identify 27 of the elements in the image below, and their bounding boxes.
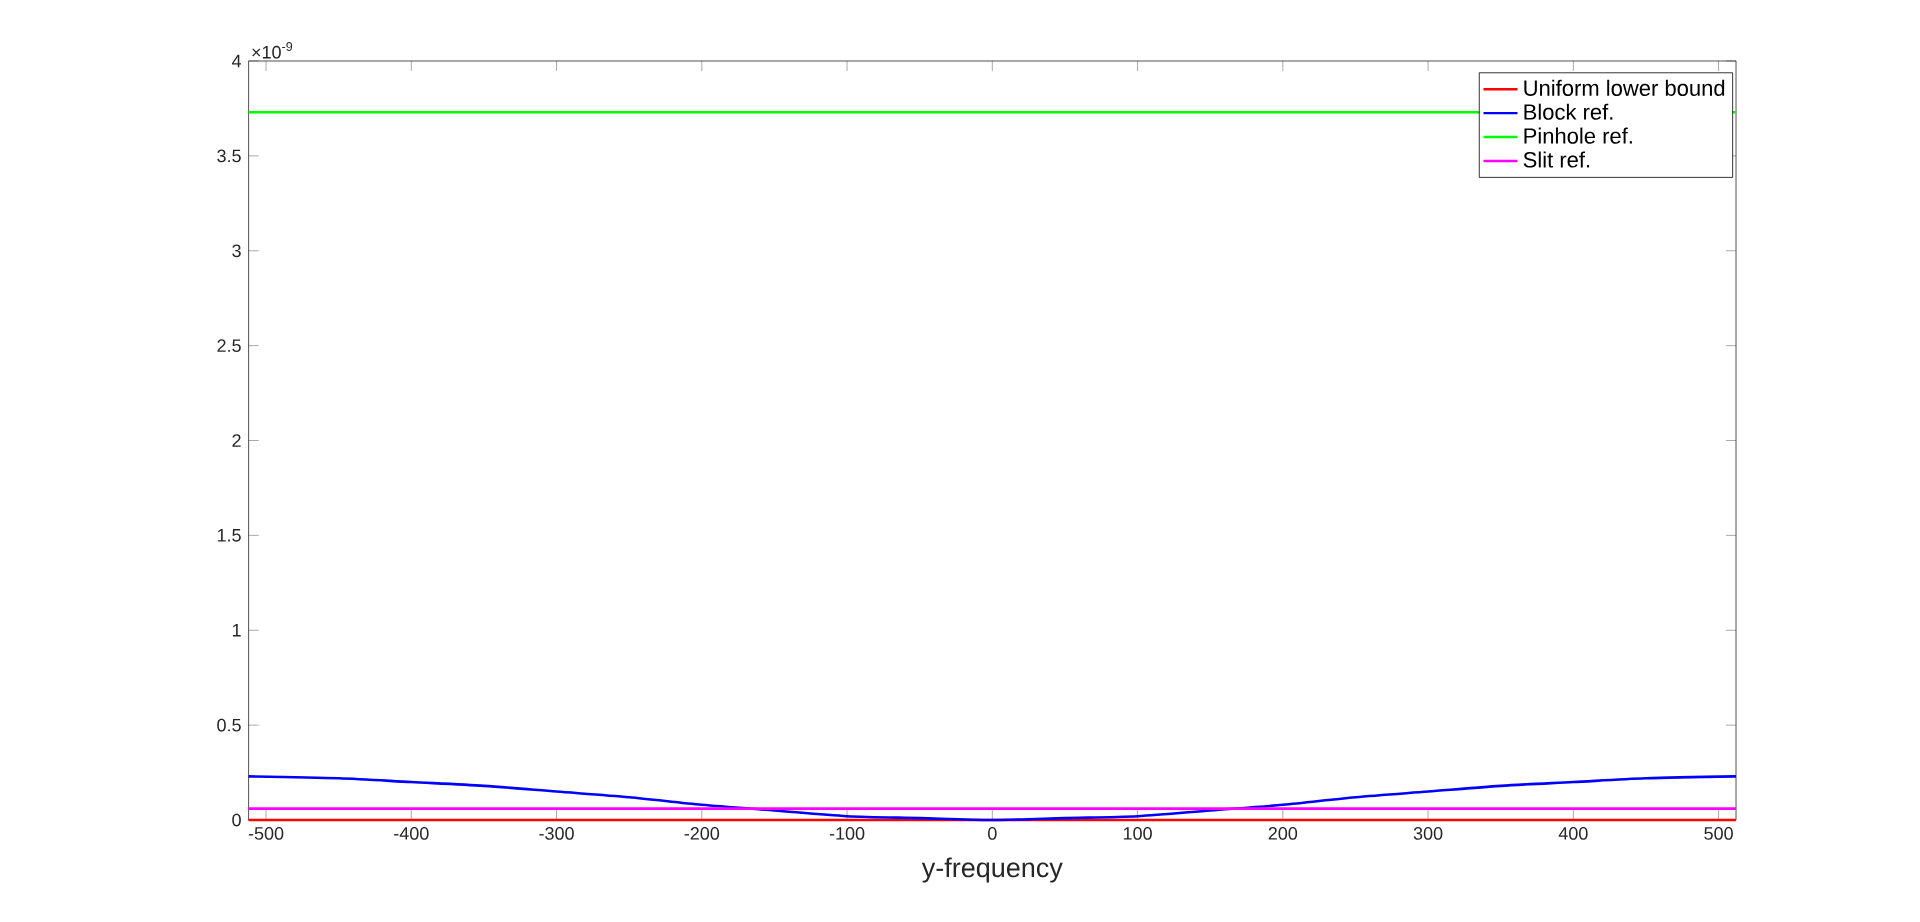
x-tick-label: -300 [539, 827, 574, 840]
y-tick-label: 1 [232, 624, 241, 637]
x-tick-label: -400 [394, 827, 429, 840]
legend-label: Pinhole ref. [1524, 127, 1632, 144]
x-tick-label: 200 [1268, 827, 1298, 840]
legend-label: Block ref. [1524, 103, 1613, 120]
x-tick-label: 100 [1123, 827, 1152, 840]
x-tick-label: 300 [1413, 827, 1443, 840]
legend-label: Slit ref. [1523, 151, 1590, 168]
x-tick-label: -100 [829, 827, 865, 840]
line-series [247, 775, 1738, 822]
y-tick-label: 0 [232, 813, 241, 827]
text: ×10$^{-9}$ [252, 42, 293, 59]
y-tick-label: 0.5 [217, 718, 241, 732]
x-tick-label: 0 [988, 827, 997, 840]
x-axis-title: y-frequency [921, 857, 1063, 883]
y-tick-label: 2 [232, 434, 241, 447]
x-tick-label: 400 [1558, 827, 1588, 840]
y-tick-label: 3 [232, 244, 241, 258]
x-tick-label: -200 [684, 827, 720, 840]
y-tick-label: 2.5 [217, 339, 241, 353]
y-tick-label: 3.5 [217, 149, 241, 163]
x-tick-label: 500 [1704, 827, 1733, 840]
y-tick-label: 4 [231, 54, 242, 68]
legend-label: Uniform lower bound [1524, 79, 1725, 96]
y-tick-label: 1.5 [217, 529, 241, 542]
x-tick-label: -500 [248, 827, 284, 840]
